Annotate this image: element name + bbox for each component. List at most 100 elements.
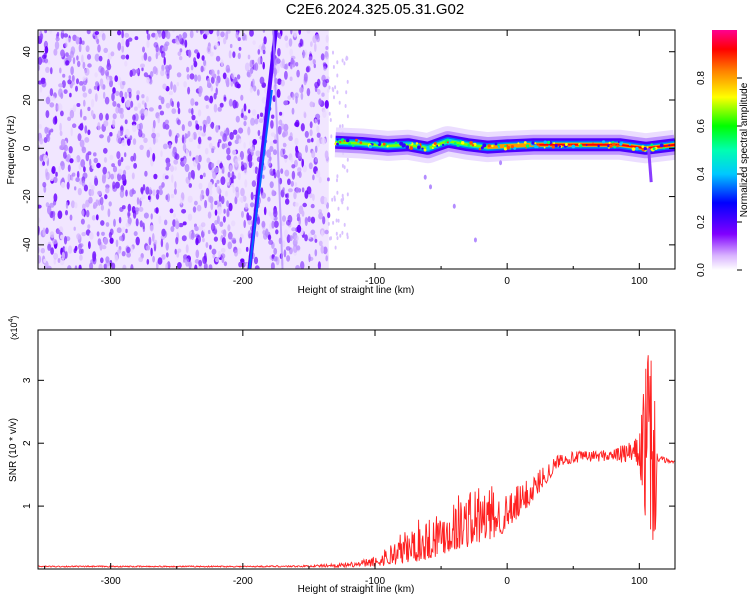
noise-blob — [231, 220, 236, 227]
noise-blob — [181, 134, 185, 144]
noise-blob — [139, 220, 143, 228]
noise-blob — [244, 203, 249, 210]
noise-blob — [157, 115, 160, 124]
noise-blob — [262, 61, 266, 70]
top-plot-frame — [37, 29, 676, 270]
noise-blob — [232, 51, 236, 58]
y-tick-label: 3 — [22, 377, 33, 383]
noise-blob — [313, 63, 316, 69]
noise-blob — [160, 69, 165, 77]
noise-blob — [316, 125, 320, 133]
noise-blob — [109, 132, 113, 137]
noise-blob — [136, 197, 140, 205]
noise-blob — [42, 181, 47, 188]
noise-blob — [193, 60, 198, 68]
noise-blob — [248, 160, 253, 169]
noise-blob — [192, 206, 197, 213]
colorbar-tick-label: 0.6 — [696, 119, 707, 133]
noise-blob — [94, 177, 99, 186]
noise-blob — [266, 149, 271, 158]
noise-blob — [125, 165, 131, 171]
noise-blob — [106, 263, 111, 269]
noise-blob — [60, 138, 66, 148]
ridge-speckle — [503, 147, 508, 151]
noise-blob — [158, 189, 163, 196]
noise-blob — [247, 215, 252, 221]
noise-blob — [257, 129, 261, 137]
noise-blob — [60, 160, 65, 167]
noise-blob — [336, 236, 339, 241]
noise-blob — [124, 152, 127, 158]
noise-blob — [79, 139, 85, 148]
noise-blob — [148, 107, 154, 112]
noise-blob — [171, 150, 176, 158]
noise-blob — [202, 237, 205, 243]
noise-blob — [237, 37, 241, 42]
noise-blob — [285, 193, 288, 198]
noise-blob — [255, 150, 261, 157]
noise-blob — [47, 60, 51, 65]
noise-blob — [41, 54, 47, 60]
noise-blob — [150, 71, 154, 78]
noise-blob — [113, 218, 116, 227]
noise-blob — [140, 108, 145, 117]
noise-blob — [187, 195, 193, 203]
noise-blob — [161, 30, 166, 40]
noise-blob — [220, 247, 226, 253]
ridge-speckle — [567, 144, 570, 147]
noise-blob — [115, 90, 120, 97]
noise-blob — [253, 85, 257, 92]
noise-blob — [252, 165, 256, 174]
noise-blob — [210, 162, 215, 169]
noise-blob — [96, 231, 100, 237]
noise-blob — [91, 184, 95, 191]
ridge-speckle — [617, 141, 620, 143]
noise-blob — [64, 246, 68, 252]
noise-blob — [105, 222, 110, 227]
noise-blob — [102, 166, 107, 175]
noise-blob — [238, 46, 242, 51]
noise-blob — [275, 229, 279, 235]
noise-blob — [103, 237, 109, 245]
noise-blob — [55, 103, 60, 112]
noise-blob — [286, 219, 291, 226]
ridge-speckle — [536, 145, 539, 149]
colorbar-tick-label: 0.0 — [696, 263, 707, 277]
noise-blob — [140, 63, 145, 68]
noise-blob — [269, 141, 274, 147]
noise-blob — [243, 120, 247, 127]
noise-blob — [104, 69, 109, 76]
noise-blob — [231, 72, 236, 80]
noise-blob — [205, 104, 209, 109]
noise-blob — [318, 240, 323, 247]
ridge-speckle — [437, 144, 440, 147]
noise-blob — [165, 166, 170, 171]
noise-blob — [65, 60, 70, 66]
ridge-speckle — [635, 146, 639, 151]
noise-blob — [43, 258, 47, 263]
noise-blob — [317, 88, 321, 95]
ridge-speckle — [628, 143, 632, 146]
noise-blob — [216, 215, 220, 224]
noise-blob — [103, 91, 106, 99]
noise-blob — [141, 100, 145, 105]
noise-blob — [139, 122, 143, 131]
noise-blob — [237, 247, 242, 255]
noise-blob — [198, 259, 203, 267]
noise-blob — [335, 218, 338, 223]
noise-blob — [170, 81, 173, 90]
noise-blob — [267, 234, 272, 241]
colorbar-ticks: 0.0 0.2 0.4 0.6 0.8 — [696, 71, 742, 277]
diagonal-trace-core — [248, 89, 273, 269]
noise-blob — [168, 142, 172, 149]
noise-blob — [272, 139, 278, 144]
noise-blob — [197, 136, 202, 145]
noise-blob — [79, 108, 83, 118]
ridge-speckle — [504, 144, 507, 148]
noise-blob — [333, 197, 336, 202]
snr-line-series — [38, 355, 675, 569]
ridge-speckle — [613, 145, 617, 149]
noise-blob — [124, 91, 128, 99]
noise-blob — [343, 222, 346, 227]
noise-blob — [38, 144, 41, 151]
